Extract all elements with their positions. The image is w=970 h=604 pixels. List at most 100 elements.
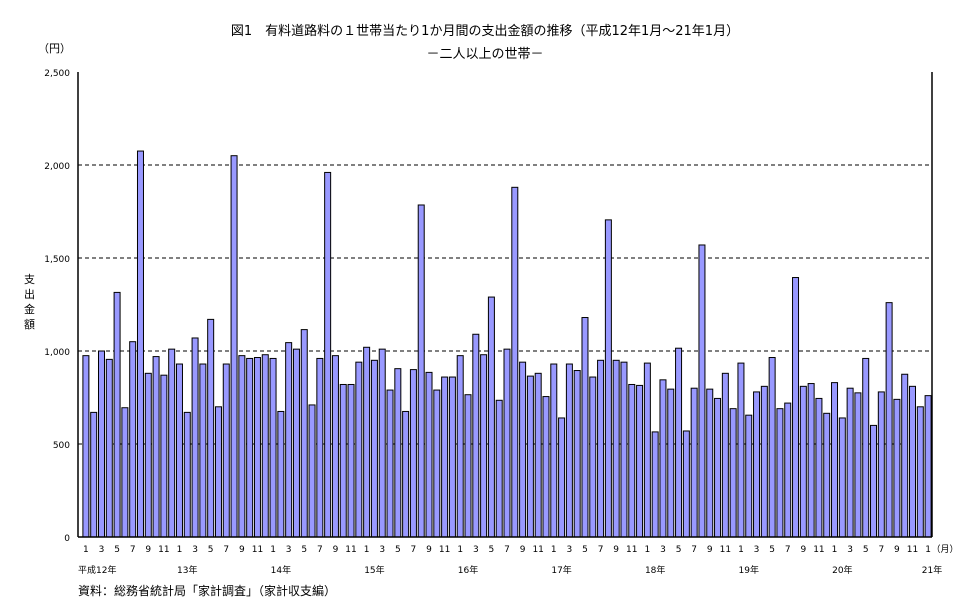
- year-label: 平成12年: [78, 564, 116, 576]
- year-label: 21年: [922, 564, 942, 576]
- bar: [721, 372, 729, 538]
- bar: [760, 385, 768, 538]
- year-label: 18年: [645, 564, 665, 576]
- year-label: 15年: [364, 564, 384, 576]
- x-tick-label: 9: [707, 545, 713, 555]
- x-tick-label: 5: [395, 545, 401, 555]
- bar: [261, 354, 269, 538]
- bar: [324, 171, 332, 538]
- y-axis-unit: （円）: [38, 42, 71, 55]
- bar: [823, 412, 831, 538]
- bar: [550, 363, 558, 538]
- bar: [441, 376, 449, 538]
- bar: [815, 397, 823, 538]
- bar: [121, 407, 129, 538]
- bar: [487, 296, 495, 538]
- bar: [160, 374, 168, 538]
- x-tick-label: 9: [800, 545, 806, 555]
- x-tick-label: 7: [317, 545, 323, 555]
- bar: [534, 372, 542, 538]
- bar: [129, 341, 137, 538]
- bar: [675, 347, 683, 538]
- bar: [347, 383, 355, 538]
- x-tick-label: 7: [691, 545, 697, 555]
- x-tick-label: 1: [457, 545, 463, 555]
- x-tick-label: 1: [177, 545, 183, 555]
- bar: [838, 417, 846, 538]
- bar: [207, 318, 215, 538]
- bar: [519, 361, 527, 538]
- bar: [433, 389, 441, 538]
- bar: [854, 392, 862, 538]
- x-tick-label: 11: [907, 545, 918, 555]
- bar: [799, 385, 807, 538]
- bar: [90, 411, 98, 538]
- x-tick-label: 9: [894, 545, 900, 555]
- bar: [300, 329, 308, 538]
- x-tick-label: 3: [847, 545, 853, 555]
- bar: [862, 357, 870, 538]
- bar: [480, 354, 488, 538]
- y-axis-label: 支出金額: [24, 273, 35, 331]
- bar: [581, 317, 589, 538]
- x-tick-label: 3: [286, 545, 292, 555]
- bar: [292, 348, 300, 538]
- year-label: 14年: [271, 564, 291, 576]
- bar: [370, 359, 378, 538]
- bar: [277, 410, 285, 538]
- x-tick-label: 11: [626, 545, 637, 555]
- bar: [183, 411, 191, 538]
- x-tick-label: 9: [426, 545, 432, 555]
- bar: [597, 359, 605, 538]
- x-tick-label: 11: [252, 545, 263, 555]
- bar: [214, 406, 222, 538]
- bar: [628, 383, 636, 538]
- bar: [885, 302, 893, 538]
- x-tick-label: 7: [504, 545, 510, 555]
- bar: [425, 371, 433, 538]
- bar: [409, 369, 417, 538]
- x-tick-label: 9: [613, 545, 619, 555]
- year-label: 13年: [177, 564, 197, 576]
- bar: [386, 389, 394, 538]
- bar: [285, 342, 293, 538]
- bar: [230, 155, 238, 538]
- x-tick-label: 1: [925, 545, 931, 555]
- year-label: 16年: [458, 564, 478, 576]
- bar: [558, 417, 566, 538]
- year-label: 17年: [551, 564, 571, 576]
- source-note: 資料：総務省統計局「家計調査」（家計収支編）: [78, 584, 337, 598]
- bar: [620, 361, 628, 538]
- x-tick-label: 5: [208, 545, 214, 555]
- bar: [690, 387, 698, 538]
- bar: [877, 391, 885, 538]
- x-tick-label: 11: [532, 545, 543, 555]
- bar: [448, 376, 456, 538]
- bar: [355, 361, 363, 538]
- y-tick-label: 500: [53, 441, 70, 451]
- bar: [526, 375, 534, 538]
- x-tick-label: 5: [582, 545, 588, 555]
- x-tick-label: 5: [769, 545, 775, 555]
- bar: [729, 408, 737, 538]
- bar: [659, 379, 667, 538]
- x-tick-label: 3: [754, 545, 760, 555]
- bar: [417, 204, 425, 538]
- x-tick-label: 5: [114, 545, 120, 555]
- bar: [909, 385, 917, 538]
- x-axis-unit: （月）: [931, 544, 958, 555]
- chart-title: 図1 有料道路料の１世帯当たり1か月間の支出金額の推移（平成12年1月～21年1…: [230, 24, 740, 39]
- bar: [175, 363, 183, 538]
- bar: [714, 397, 722, 538]
- x-tick-label: 3: [473, 545, 479, 555]
- bar: [308, 404, 316, 538]
- x-tick-label: 7: [785, 545, 791, 555]
- bar: [82, 355, 90, 538]
- x-tick-label: 11: [345, 545, 356, 555]
- bar: [331, 355, 339, 538]
- x-tick-label: 11: [158, 545, 169, 555]
- y-tick-label: 2,500: [44, 69, 70, 79]
- x-tick-label: 7: [223, 545, 229, 555]
- bar: [768, 357, 776, 538]
- bar: [792, 277, 800, 538]
